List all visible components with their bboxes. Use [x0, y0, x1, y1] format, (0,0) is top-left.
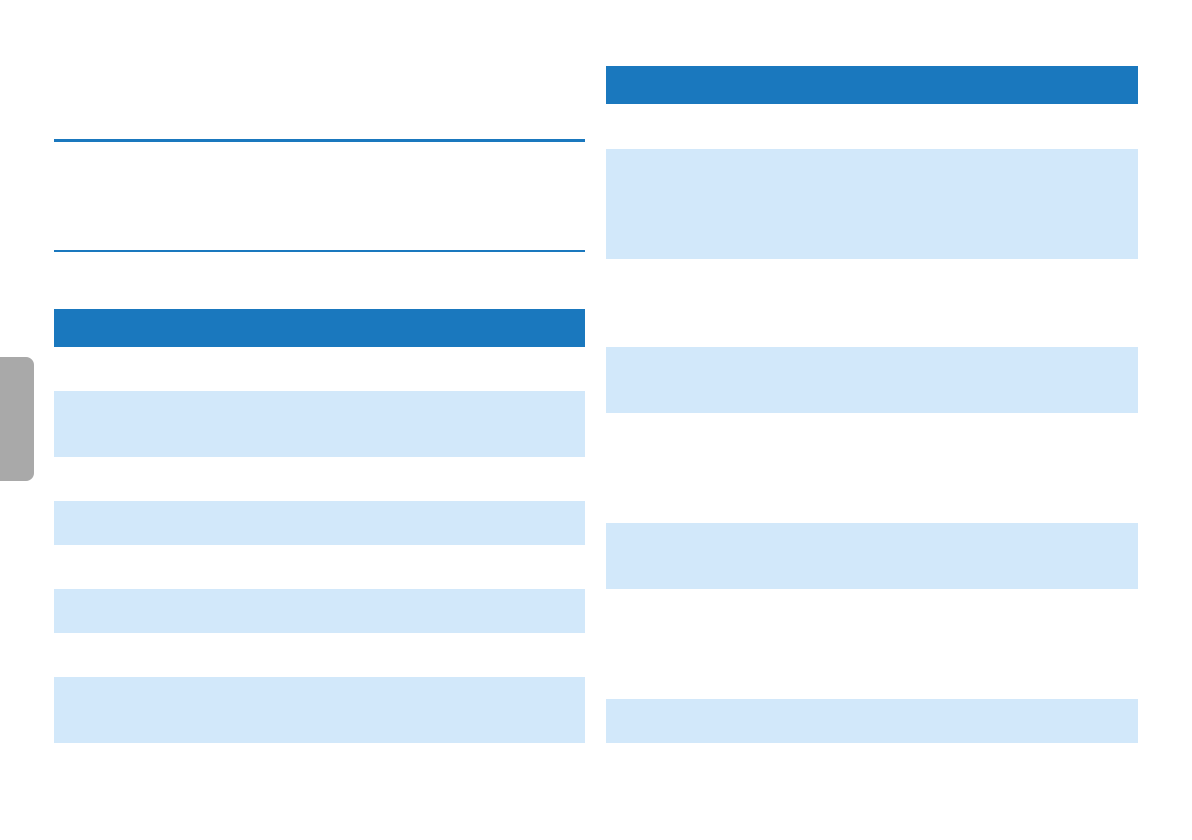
section-tab	[0, 357, 34, 481]
table-row	[54, 589, 585, 633]
table-row	[606, 149, 1138, 259]
table-row	[54, 677, 585, 743]
table-row	[54, 391, 585, 457]
rule-line	[54, 139, 585, 142]
table-header	[606, 66, 1138, 104]
table-row	[606, 523, 1138, 589]
rule-line	[54, 250, 585, 252]
table-header	[54, 309, 585, 347]
table-row	[54, 501, 585, 545]
table-row	[606, 347, 1138, 413]
table-row	[606, 699, 1138, 743]
